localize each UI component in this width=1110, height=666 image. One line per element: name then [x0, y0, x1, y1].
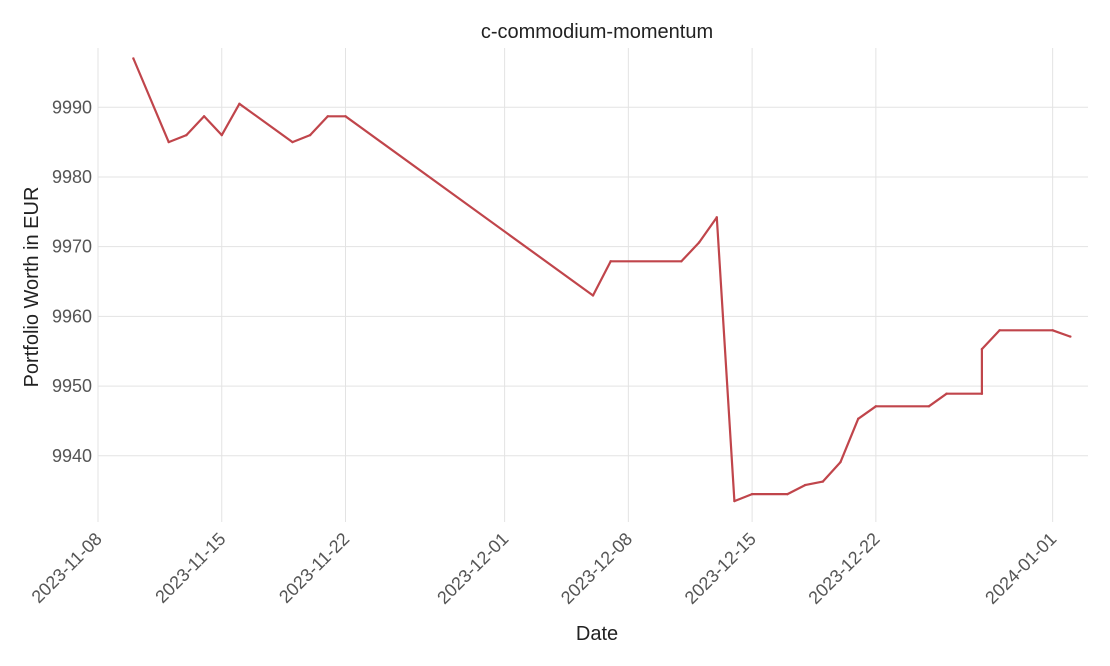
- data-point: [680, 260, 683, 263]
- data-point: [803, 483, 807, 487]
- x-axis-ticks: 2023-11-08 2023-11-15 2023-11-22 2023-12-01…: [28, 529, 1061, 608]
- x-tick-label: 2023-12-22: [804, 529, 883, 608]
- data-point: [980, 347, 984, 351]
- y-tick-label: 9970: [52, 237, 92, 257]
- data-point: [715, 216, 718, 219]
- data-point: [326, 115, 330, 118]
- data-point: [945, 392, 948, 395]
- data-point: [132, 57, 135, 60]
- x-tick-label: 2024-01-01: [981, 529, 1060, 608]
- data-point: [1051, 329, 1054, 332]
- data-point: [220, 133, 223, 137]
- y-tick-label: 9950: [52, 376, 92, 396]
- series-line: [132, 58, 1071, 503]
- data-point: [750, 492, 754, 496]
- data-point: [609, 260, 612, 263]
- data-point: [821, 480, 825, 483]
- data-point: [839, 460, 842, 464]
- data-point: [733, 499, 736, 503]
- data-point: [202, 115, 206, 118]
- x-tick-label: 2023-11-15: [151, 529, 229, 607]
- data-point: [927, 405, 931, 408]
- y-axis-ticks: 9940 9950 9960 9970 9980 9990: [52, 97, 92, 466]
- data-point: [874, 405, 878, 408]
- y-axis-label: Portfolio Worth in EUR: [21, 187, 43, 388]
- data-point: [167, 140, 170, 144]
- x-tick-label: 2023-11-08: [28, 529, 106, 607]
- y-tick-label: 9940: [52, 446, 92, 466]
- y-tick-label: 9990: [52, 97, 92, 117]
- data-point: [786, 492, 789, 496]
- data-point: [591, 294, 595, 297]
- x-tick-label: 2023-11-22: [275, 529, 353, 607]
- data-point: [998, 329, 1001, 332]
- data-point: [185, 133, 188, 137]
- x-tick-label: 2023-12-08: [557, 529, 636, 608]
- data-point: [980, 392, 984, 395]
- y-tick-label: 9980: [52, 167, 92, 187]
- data-point: [238, 102, 241, 105]
- grid: [97, 48, 1088, 522]
- series-layer: [132, 57, 1072, 503]
- data-point: [291, 140, 294, 144]
- data-point: [344, 115, 347, 118]
- data-point: [697, 241, 701, 244]
- data-point: [856, 417, 860, 421]
- data-point: [1069, 335, 1072, 338]
- x-tick-label: 2023-12-15: [681, 529, 760, 608]
- data-point: [308, 133, 312, 137]
- x-tick-label: 2023-12-01: [433, 529, 512, 608]
- y-tick-label: 9960: [52, 306, 92, 326]
- x-axis-label: Date: [576, 623, 618, 645]
- chart-title: c-commodium-momentum: [481, 21, 713, 43]
